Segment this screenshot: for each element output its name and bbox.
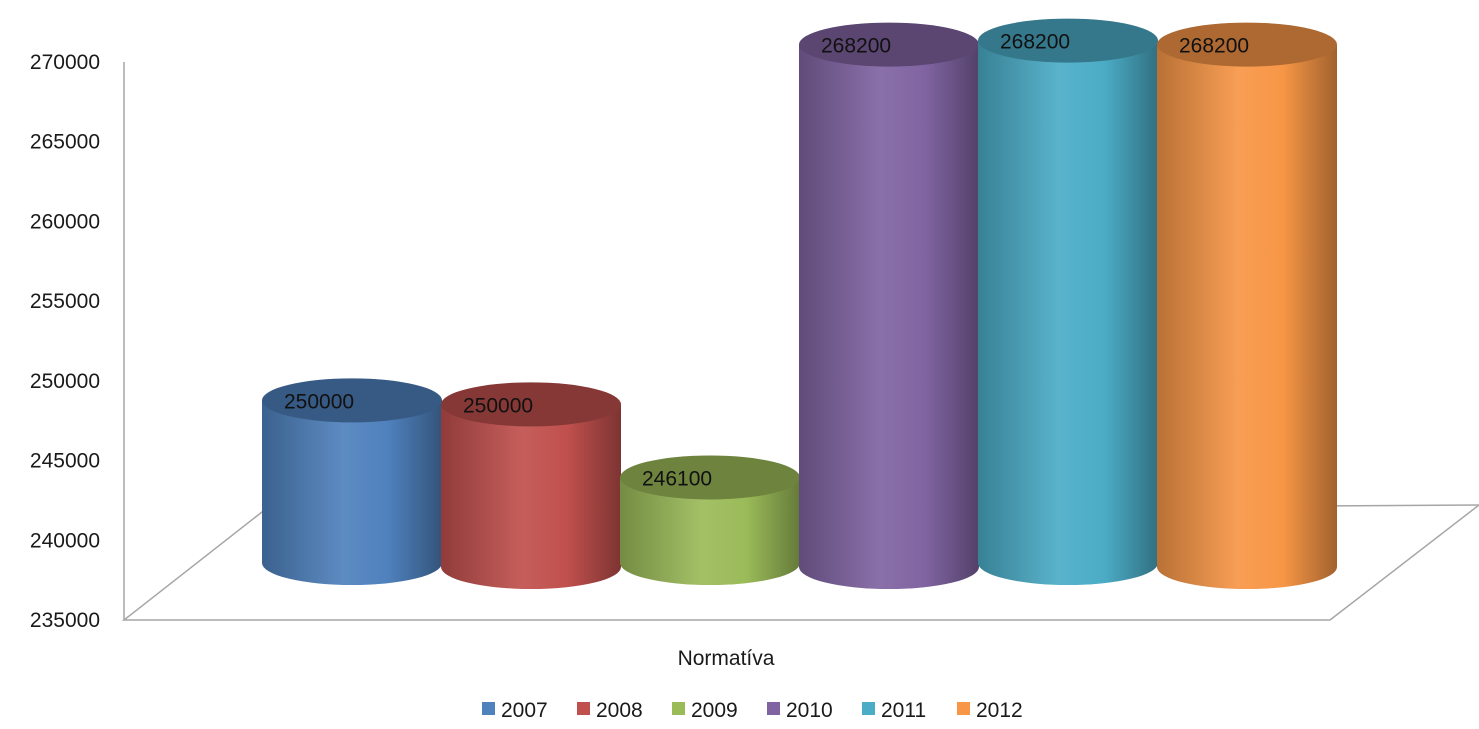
bar-2011 xyxy=(978,18,1158,585)
y-tick-label: 260000 xyxy=(30,210,100,233)
legend-item: 2009 xyxy=(672,699,738,722)
bar-body xyxy=(799,44,979,589)
y-tick-label: 250000 xyxy=(30,370,100,393)
bar-2007 xyxy=(262,378,442,585)
bar-body xyxy=(262,400,442,585)
y-tick-label: 245000 xyxy=(30,450,100,473)
legend-label: 2011 xyxy=(881,699,926,722)
legend-swatch xyxy=(957,702,970,715)
bar-top xyxy=(262,378,442,423)
legend: 2007 2008 2009 2010 2011 2012 xyxy=(482,699,1023,722)
floor-plane xyxy=(121,504,1479,621)
bars xyxy=(262,18,1337,589)
bar-2009 xyxy=(620,455,800,585)
data-label: 246100 xyxy=(642,467,712,490)
y-axis-ticks: 235000 240000 245000 250000 255000 260000 2650… xyxy=(30,51,100,632)
legend-item: 2010 xyxy=(767,699,833,722)
bar-top xyxy=(620,455,800,500)
data-label: 268200 xyxy=(821,35,891,58)
y-tick-label: 255000 xyxy=(30,290,100,313)
data-label: 268200 xyxy=(1179,35,1249,58)
y-tick-label: 265000 xyxy=(30,131,100,154)
legend-swatch xyxy=(767,702,780,715)
category-label: Normatíva xyxy=(678,647,775,670)
legend-swatch xyxy=(577,702,590,715)
data-label: 268200 xyxy=(1000,31,1070,54)
bar-body xyxy=(620,477,800,585)
legend-label: 2009 xyxy=(691,699,738,722)
legend-label: 2008 xyxy=(596,699,643,722)
legend-item: 2007 xyxy=(482,699,548,722)
bar-2010 xyxy=(799,22,979,589)
legend-swatch xyxy=(672,702,685,715)
chart-floor xyxy=(121,62,1479,621)
legend-label: 2007 xyxy=(501,699,548,722)
legend-swatch xyxy=(862,702,875,715)
bar-body xyxy=(1157,44,1337,589)
bar-body xyxy=(978,40,1158,585)
bar-top xyxy=(441,382,621,427)
bar-top xyxy=(799,22,979,67)
data-labels: 250000 250000 246100 268200 268200 268200 xyxy=(284,31,1249,491)
y-tick-label: 240000 xyxy=(30,529,100,552)
legend-item: 2011 xyxy=(862,699,926,722)
bar-2008 xyxy=(441,382,621,589)
y-tick-label: 235000 xyxy=(30,609,100,632)
data-label: 250000 xyxy=(284,390,354,413)
data-label: 250000 xyxy=(463,394,533,417)
legend-label: 2010 xyxy=(786,699,833,722)
y-tick-label: 270000 xyxy=(30,51,100,74)
bar-top xyxy=(1157,22,1337,67)
legend-item: 2012 xyxy=(957,699,1023,722)
legend-swatch xyxy=(482,702,495,715)
bar-top xyxy=(978,18,1158,63)
bar-body xyxy=(441,404,621,589)
bar-2012 xyxy=(1157,22,1337,589)
legend-label: 2012 xyxy=(976,699,1023,722)
legend-item: 2008 xyxy=(577,699,643,722)
